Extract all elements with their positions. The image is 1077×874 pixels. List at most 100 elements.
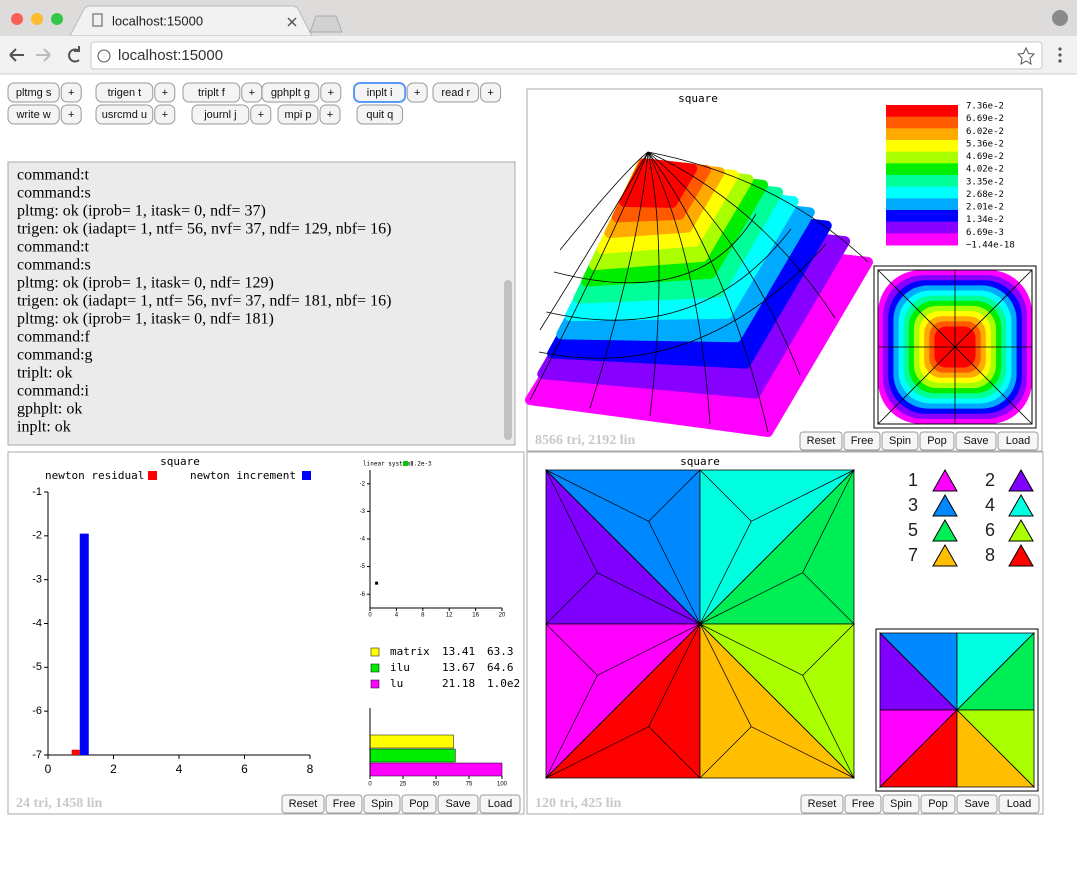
mesh-edge — [699, 623, 803, 676]
tool-button[interactable] — [956, 794, 998, 814]
colorbar-band — [886, 140, 958, 153]
mesh-edge — [648, 469, 701, 522]
command-button[interactable] — [356, 104, 404, 125]
scrollbar-thumb[interactable] — [504, 280, 512, 440]
mesh-edge — [802, 469, 855, 573]
plus-button[interactable] — [60, 82, 82, 103]
tool-button[interactable] — [363, 794, 401, 814]
tool-button[interactable] — [843, 431, 881, 451]
plot-title: square — [678, 92, 718, 105]
y-tick-label: -4 — [32, 617, 42, 629]
profile[interactable] — [1052, 10, 1068, 26]
tool-label: Free — [852, 798, 875, 810]
plus-button[interactable] — [320, 82, 342, 103]
tool-button[interactable] — [955, 431, 997, 451]
command-button[interactable] — [95, 104, 154, 125]
tab-title: localhost:15000 — [112, 13, 203, 28]
bookmark-star[interactable] — [1016, 46, 1036, 65]
x-tick-label: 75 — [466, 782, 473, 788]
command-button[interactable] — [353, 82, 407, 103]
command-button[interactable] — [277, 104, 319, 125]
tool-label: Free — [851, 435, 874, 447]
command-label: mpi p — [285, 109, 312, 121]
tool-label: Pop — [927, 435, 947, 447]
command-button[interactable] — [432, 82, 480, 103]
mesh-edge — [545, 469, 598, 573]
tab-icon — [92, 13, 103, 27]
command-button[interactable] — [191, 104, 250, 125]
tool-button[interactable] — [401, 794, 437, 814]
colorbar-label: 7.36e-2 — [966, 102, 1004, 112]
command-button[interactable] — [261, 82, 320, 103]
tool-button[interactable] — [882, 794, 920, 814]
menu-dot[interactable] — [1058, 53, 1062, 57]
new-tab[interactable] — [309, 15, 343, 33]
window-button[interactable] — [51, 13, 63, 25]
tool-button[interactable] — [881, 431, 919, 451]
menu-dot[interactable] — [1058, 59, 1062, 63]
window-button[interactable] — [11, 13, 23, 25]
window-button[interactable] — [31, 13, 43, 25]
x-tick-label: 0 — [45, 762, 52, 776]
colorbar-band — [886, 128, 958, 141]
mesh-edge — [648, 623, 701, 727]
command-button[interactable] — [182, 82, 241, 103]
plus-button[interactable] — [319, 104, 341, 125]
command-button[interactable] — [95, 82, 154, 103]
plus-button[interactable] — [154, 82, 176, 103]
y-tick-label: -3 — [32, 574, 42, 586]
plus-label: + — [258, 109, 264, 121]
tool-button[interactable] — [920, 794, 956, 814]
command-button[interactable] — [7, 82, 60, 103]
tool-button[interactable] — [800, 794, 844, 814]
console-line: command:s — [17, 185, 91, 202]
tool-button[interactable] — [437, 794, 479, 814]
plus-button[interactable] — [250, 104, 272, 125]
back[interactable] — [9, 48, 24, 62]
console-line: command:i — [17, 383, 90, 400]
command-label: pltmg s — [16, 87, 52, 99]
status: 24 tri, 1458 lin — [16, 796, 103, 811]
bar — [369, 734, 454, 749]
legend-triangle — [1008, 493, 1034, 517]
legend-triangle — [932, 468, 958, 492]
legend-triangle — [932, 543, 958, 567]
forward[interactable] — [36, 48, 51, 62]
tool-button[interactable] — [998, 794, 1040, 814]
colorbar-label: 2.01e-2 — [966, 203, 1004, 213]
tool-button[interactable] — [844, 794, 882, 814]
tool-button[interactable] — [325, 794, 363, 814]
y-tick-label: -7 — [32, 749, 42, 761]
tool-label: Free — [333, 798, 356, 810]
colorbar-label: 6.69e-3 — [966, 228, 1004, 238]
menu-dot[interactable] — [1058, 47, 1062, 51]
surface-mesh — [647, 151, 769, 433]
tool-button[interactable] — [281, 794, 325, 814]
plus-button[interactable] — [480, 82, 502, 103]
colorbar-label: 2.68e-2 — [966, 190, 1004, 200]
tab[interactable] — [69, 5, 313, 37]
tool-button[interactable] — [799, 431, 843, 451]
tool-button[interactable] — [997, 431, 1039, 451]
address-bar[interactable] — [90, 41, 1043, 70]
reload[interactable] — [68, 46, 80, 63]
plus-button[interactable] — [154, 104, 176, 125]
point — [375, 581, 379, 585]
plus-button[interactable] — [406, 82, 428, 103]
legend-triangle — [1008, 468, 1034, 492]
command-button[interactable] — [7, 104, 60, 125]
legend-triangle — [932, 518, 958, 542]
tab-close[interactable] — [287, 17, 297, 27]
tool-button[interactable] — [919, 431, 955, 451]
mesh-edge — [545, 675, 598, 779]
mesh-edge — [699, 572, 803, 625]
legend-label: 6 — [985, 520, 995, 540]
plus-button[interactable] — [60, 104, 82, 125]
tool-button[interactable] — [479, 794, 521, 814]
table-swatch — [370, 679, 380, 689]
x-tick-label: 25 — [400, 782, 407, 788]
surface-mesh — [559, 151, 649, 251]
inset-legend: 2.2e-3 — [410, 461, 432, 468]
plus-label: + — [327, 109, 333, 121]
